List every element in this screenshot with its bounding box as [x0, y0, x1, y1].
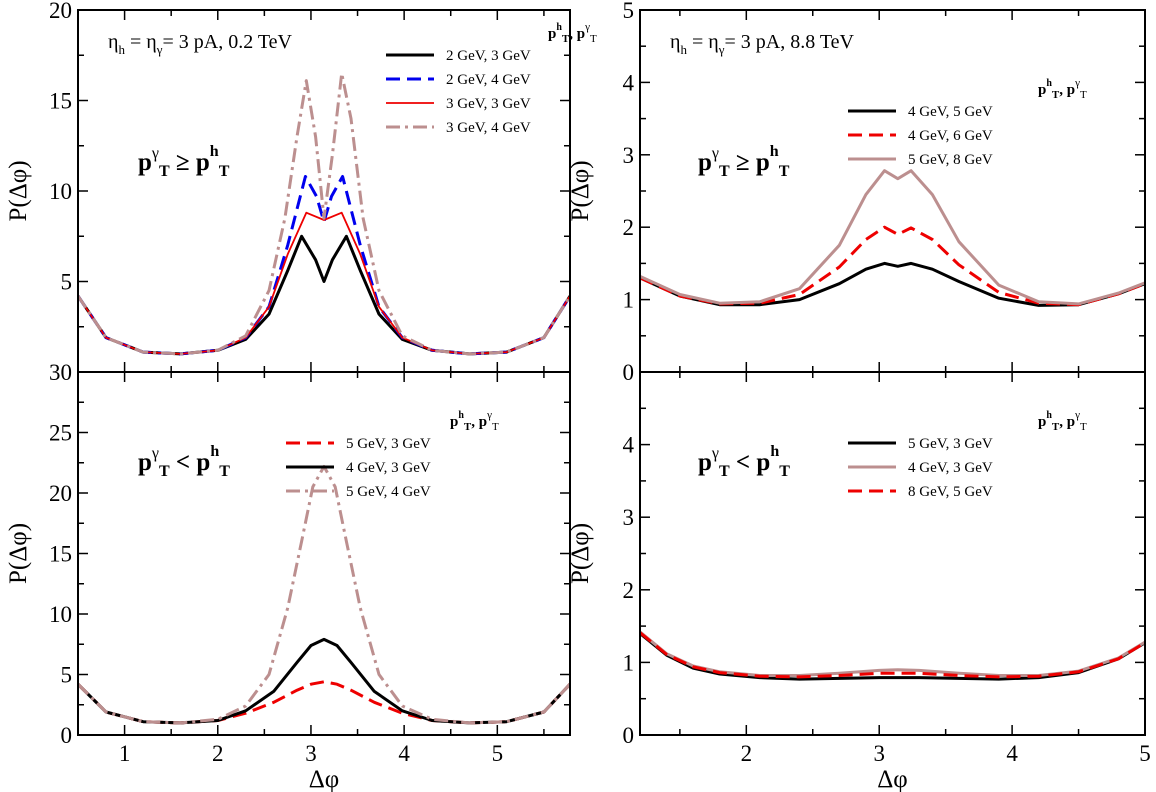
plot-frame — [78, 10, 570, 372]
y-tick-label: 1 — [623, 650, 635, 675]
kinematics-annotation: ηh = ηγ= 3 pA, 8.8 TeV — [670, 31, 855, 57]
y-tick-label: 3 — [623, 143, 635, 168]
legend-label-3: 3 GeV, 3 GeV — [446, 96, 531, 112]
y-tick-label: 5 — [623, 0, 635, 23]
y-tick-label: 20 — [49, 481, 72, 506]
x-tick-label: 5 — [1139, 741, 1151, 766]
y-axis-title: P(Δφ) — [5, 523, 32, 584]
x-tick-label: 5 — [492, 741, 504, 766]
y-tick-label: 10 — [49, 179, 72, 204]
series-line-1 — [78, 682, 570, 723]
y-tick-label: 1 — [623, 288, 635, 313]
legend-label-2: 2 GeV, 4 GeV — [446, 72, 531, 88]
kinematics-annotation: ηh = ηγ= 3 pA, 0.2 TeV — [108, 31, 293, 57]
plot-frame — [640, 10, 1145, 372]
pt-condition-label: pγT ≥ phT — [698, 143, 790, 180]
legend-label-2: 4 GeV, 6 GeV — [908, 128, 993, 144]
legend-title: phT, pγT — [1038, 77, 1087, 101]
series-line-3 — [78, 213, 570, 354]
series-line-3 — [78, 466, 570, 723]
y-tick-label: 15 — [49, 89, 72, 114]
legend-label-4: 3 GeV, 4 GeV — [446, 120, 531, 136]
y-tick-label: 5 — [61, 663, 73, 688]
y-tick-label: 25 — [49, 421, 72, 446]
x-tick-label: 4 — [398, 741, 410, 766]
legend-label-1: 5 GeV, 3 GeV — [908, 436, 993, 452]
x-axis-title: Δφ — [309, 766, 340, 792]
legend-label-3: 8 GeV, 5 GeV — [908, 484, 993, 500]
y-tick-label: 2 — [623, 215, 635, 240]
x-tick-label: 3 — [873, 741, 885, 766]
series-line-3 — [640, 171, 1145, 304]
y-tick-label: 15 — [49, 542, 72, 567]
x-tick-label: 2 — [212, 741, 224, 766]
series-line-1 — [78, 236, 570, 354]
legend-label-1: 5 GeV, 3 GeV — [346, 436, 431, 452]
legend-label-3: 5 GeV, 4 GeV — [346, 484, 431, 500]
x-tick-label: 2 — [741, 741, 753, 766]
y-tick-label: 2 — [623, 578, 635, 603]
y-tick-label: 5 — [61, 270, 73, 295]
legend-title: phT, pγT — [1038, 409, 1087, 433]
y-tick-label: 3 — [623, 505, 635, 530]
x-tick-label: 3 — [305, 741, 317, 766]
panel-top-left: 5 10 15 20 P(Δφ) ηh = ηγ= 3 pA, 0.2 TeV pγT ≥ … — [5, 0, 597, 372]
panel-bottom-left: 1 2 3 4 5 0 5 10 15 20 25 30 P(Δφ) Δφ pγT < phT phT, pγ… — [5, 360, 570, 792]
pt-condition-label: pγT < phT — [138, 443, 230, 480]
x-axis-title: Δφ — [877, 766, 908, 792]
pt-condition-label: pγT ≥ phT — [138, 143, 230, 180]
series-line-1 — [640, 263, 1145, 305]
series-line-2 — [640, 632, 1145, 676]
y-axis-title: P(Δφ) — [567, 160, 594, 221]
y-tick-label: 20 — [49, 0, 72, 23]
y-tick-label: 30 — [49, 360, 72, 385]
pt-condition-label: pγT < phT — [698, 443, 790, 480]
series-line-4 — [78, 73, 570, 354]
legend-label-2: 4 GeV, 3 GeV — [346, 460, 431, 476]
y-tick-label: 0 — [623, 723, 635, 748]
panel-top-right: 0 1 2 3 4 5 P(Δφ) ηh = ηγ= 3 pA, 8.8 TeV pγT ≥ p… — [567, 0, 1145, 385]
legend-label-1: 2 GeV, 3 GeV — [446, 48, 531, 64]
legend-label-1: 4 GeV, 5 GeV — [908, 104, 993, 120]
x-tick-label: 4 — [1006, 741, 1018, 766]
legend-title: phT, pγT — [548, 21, 597, 45]
series-line-2 — [78, 177, 570, 354]
x-tick-label: 1 — [119, 741, 131, 766]
legend-label-2: 4 GeV, 3 GeV — [908, 460, 993, 476]
y-tick-label: 4 — [623, 70, 635, 95]
legend-label-3: 5 GeV, 8 GeV — [908, 152, 993, 168]
panel-bottom-right: 2 3 4 5 0 1 2 3 4 P(Δφ) Δφ pγT < phT phT, pγT 5 GeV, … — [567, 372, 1151, 792]
legend-title: phT, pγT — [450, 409, 499, 433]
y-tick-label: 4 — [623, 433, 635, 458]
y-tick-label: 0 — [623, 360, 635, 385]
y-tick-label: 0 — [61, 723, 73, 748]
y-tick-label: 10 — [49, 602, 72, 627]
series-line-2 — [78, 639, 570, 723]
y-axis-title: P(Δφ) — [567, 523, 594, 584]
y-axis-title: P(Δφ) — [5, 160, 32, 221]
